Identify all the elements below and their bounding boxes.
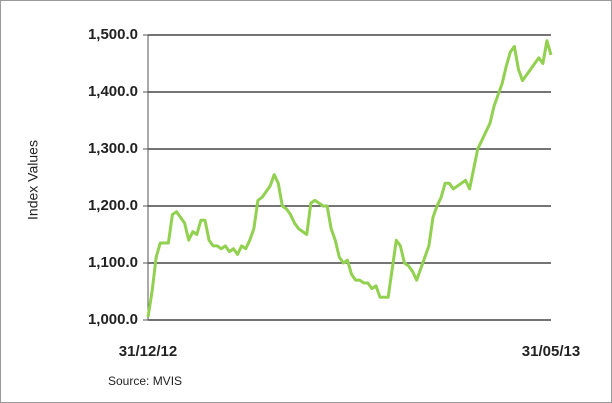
y-axis-label: Index Values xyxy=(25,140,41,220)
y-tick-label: 1,000.0 xyxy=(88,311,138,328)
data-line xyxy=(146,39,553,318)
source-note: Source: MVIS xyxy=(108,374,182,388)
y-tick-label: 1,300.0 xyxy=(88,140,138,157)
y-tick-label: 1,100.0 xyxy=(88,254,138,271)
x-tick-label: 31/05/13 xyxy=(522,343,580,360)
x-tick-label: 31/12/12 xyxy=(119,343,177,360)
y-tick-label: 1,500.0 xyxy=(88,26,138,43)
y-tick-label: 1,200.0 xyxy=(88,197,138,214)
y-tick-label: 1,400.0 xyxy=(88,83,138,100)
